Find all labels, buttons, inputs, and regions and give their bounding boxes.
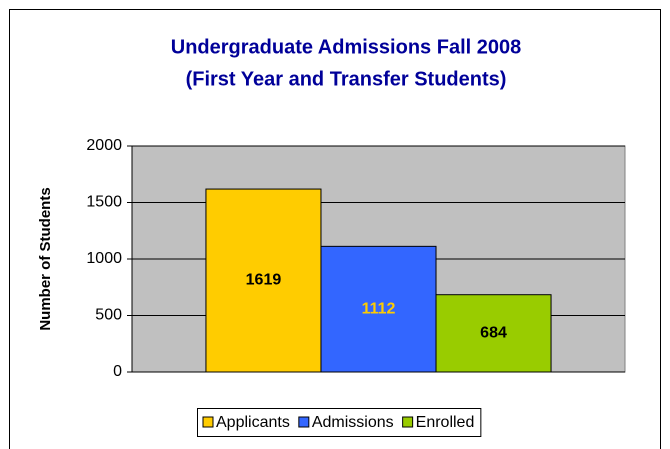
chart-title: Undergraduate Admissions Fall 2008 bbox=[171, 36, 521, 58]
legend-label: Enrolled bbox=[416, 414, 475, 431]
data-label: 684 bbox=[480, 325, 507, 342]
legend-label: Admissions bbox=[312, 414, 394, 431]
legend-swatch bbox=[202, 416, 214, 428]
bar bbox=[435, 294, 552, 373]
y-tick-label: 0 bbox=[113, 363, 122, 380]
y-axis-label: Number of Students bbox=[37, 187, 54, 330]
y-tick-label: 2000 bbox=[86, 137, 122, 154]
y-tick-label: 1000 bbox=[86, 250, 122, 267]
legend-box bbox=[197, 408, 482, 437]
y-tick-label: 500 bbox=[95, 307, 122, 324]
legend-swatch bbox=[402, 416, 414, 428]
y-tick-label: 1500 bbox=[86, 194, 122, 211]
bar bbox=[320, 245, 437, 373]
legend-label: Applicants bbox=[216, 414, 290, 431]
data-label: 1112 bbox=[362, 300, 396, 317]
chart-title: (First Year and Transfer Students) bbox=[186, 68, 507, 90]
legend-swatch bbox=[298, 416, 310, 428]
data-label: 1619 bbox=[246, 272, 282, 289]
